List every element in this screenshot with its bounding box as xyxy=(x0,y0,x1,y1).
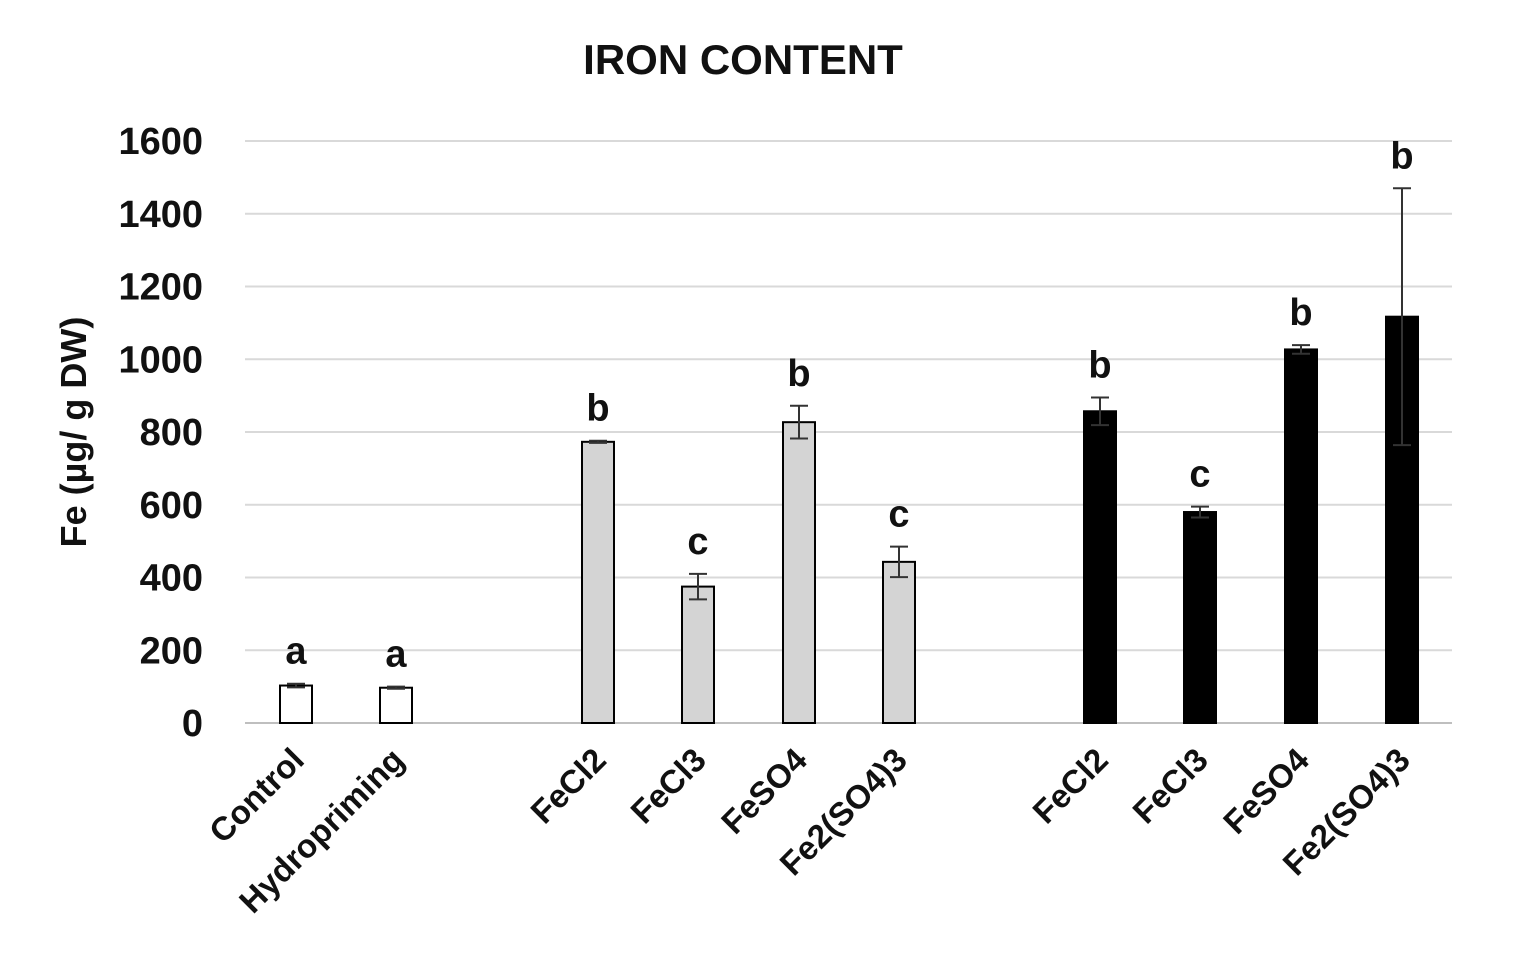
gridlines xyxy=(245,140,1452,724)
bar xyxy=(782,421,816,724)
significance-letters: a a b c b c b c b b xyxy=(285,135,1413,675)
bar xyxy=(882,560,916,725)
significance-letter: b xyxy=(586,388,609,430)
significance-letter: a xyxy=(385,634,407,676)
y-axis-label: Fe (µg/ g DW) xyxy=(53,317,94,548)
significance-letter: b xyxy=(1289,292,1312,334)
error-bar xyxy=(1292,344,1310,355)
y-tick-label: 1000 xyxy=(118,339,203,381)
x-tick-label: FeCl3 xyxy=(623,741,713,831)
y-tick-label: 400 xyxy=(140,558,203,600)
bar xyxy=(581,440,615,724)
bar xyxy=(1284,348,1318,724)
error-bar xyxy=(1191,505,1209,519)
error-bar xyxy=(589,439,607,444)
y-tick-label: 1200 xyxy=(118,267,203,309)
error-bar xyxy=(387,685,405,690)
significance-letter: c xyxy=(888,494,909,536)
error-bar xyxy=(1393,187,1411,447)
y-tick-label: 600 xyxy=(140,485,203,527)
error-bar xyxy=(287,682,305,689)
y-tick-label: 200 xyxy=(140,630,203,672)
y-axis-ticks: 0 200 400 600 800 1000 1200 1400 1600 xyxy=(118,121,203,745)
x-tick-label: FeSO4 xyxy=(714,740,815,841)
y-tick-label: 1400 xyxy=(118,194,203,236)
bar xyxy=(279,684,313,725)
significance-letter: c xyxy=(1189,454,1210,496)
bar xyxy=(379,686,413,724)
significance-letter: b xyxy=(1088,344,1111,386)
significance-letter: b xyxy=(787,353,810,395)
x-tick-label: FeCl3 xyxy=(1125,741,1215,831)
significance-letter: a xyxy=(285,631,307,673)
significance-letter: b xyxy=(1390,135,1413,177)
error-bar xyxy=(689,572,707,601)
chart-title: IRON CONTENT xyxy=(583,36,903,83)
error-bar xyxy=(790,404,808,440)
error-bar xyxy=(1091,396,1109,427)
bar xyxy=(1183,511,1217,725)
bar xyxy=(1083,410,1117,724)
x-tick-label: FeCl2 xyxy=(523,741,613,831)
error-bar xyxy=(890,545,908,579)
y-tick-label: 0 xyxy=(182,703,203,745)
bar xyxy=(681,585,715,724)
significance-letter: c xyxy=(687,521,708,563)
bars xyxy=(279,315,1419,725)
x-tick-label: FeCl2 xyxy=(1025,741,1115,831)
x-tick-label: FeSO4 xyxy=(1216,740,1317,841)
error-bars xyxy=(287,187,1411,690)
y-tick-label: 800 xyxy=(140,412,203,454)
y-tick-label: 1600 xyxy=(118,121,203,163)
